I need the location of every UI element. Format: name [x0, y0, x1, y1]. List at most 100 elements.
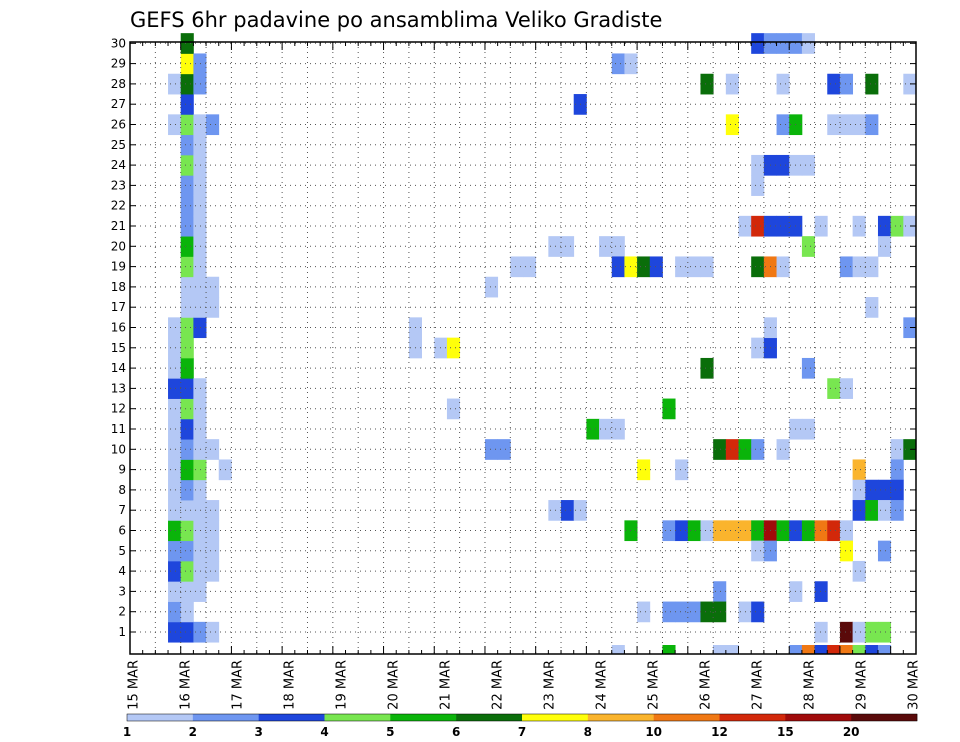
heatmap-cell [180, 601, 194, 623]
heatmap-cell [180, 479, 194, 501]
heatmap-cell [865, 645, 879, 655]
colorbar-segment [258, 714, 325, 721]
heatmap-cell [903, 317, 917, 339]
heatmap-cell [801, 520, 815, 542]
x-tick-label: 19 MAR [335, 660, 350, 710]
heatmap-cell [180, 581, 194, 602]
heatmap-cell [776, 114, 790, 136]
heatmap-cell [206, 276, 220, 298]
colorbar-segment [390, 714, 457, 721]
heatmap-cell [713, 520, 727, 542]
heatmap-cell [877, 540, 892, 562]
x-tick-label: 16 MAR [179, 660, 194, 710]
heatmap-cell [168, 398, 182, 420]
heatmap-cell [890, 215, 904, 237]
y-tick-label: 4 [118, 564, 126, 578]
heatmap-cell [180, 276, 194, 298]
heatmap-cell [611, 418, 625, 440]
heatmap-cell [839, 645, 854, 655]
heatmap-cell [180, 378, 194, 399]
heatmap-cell [168, 500, 182, 521]
colorbar-segment [127, 714, 194, 721]
heatmap-cell [865, 256, 879, 278]
x-tick-label: 24 MAR [595, 660, 610, 710]
heatmap-cell [180, 418, 194, 440]
heatmap-cell [193, 73, 207, 95]
heatmap-cell [865, 479, 879, 501]
heatmap-cell [611, 256, 625, 278]
heatmap-cell [776, 73, 790, 95]
heatmap-cell [852, 479, 866, 501]
heatmap-cell [675, 256, 689, 278]
colorbar-label: 2 [189, 725, 197, 739]
heatmap-cells [168, 33, 917, 655]
heatmap-cell [827, 520, 841, 542]
heatmap-cell [180, 337, 194, 359]
heatmap-cell [611, 645, 625, 655]
heatmap-cell [180, 175, 194, 196]
heatmap-cell [168, 418, 182, 440]
heatmap-cell [497, 439, 511, 460]
heatmap-cell [637, 601, 651, 623]
heatmap-cell [725, 520, 739, 542]
heatmap-cell [180, 500, 194, 521]
colorbar-segment [653, 714, 720, 721]
heatmap-cell [903, 73, 917, 95]
heatmap-cell [675, 601, 689, 623]
heatmap-cell [611, 236, 625, 257]
heatmap-cell [713, 601, 727, 623]
heatmap-cell [776, 520, 790, 542]
y-tick-label: 8 [118, 483, 126, 497]
heatmap-cell [180, 94, 194, 115]
heatmap-cell [180, 520, 194, 542]
heatmap-cell [611, 53, 625, 75]
heatmap-cell [852, 114, 866, 136]
heatmap-cell [839, 540, 854, 562]
x-tick-label: 18 MAR [283, 660, 298, 710]
y-tick-label: 23 [111, 178, 126, 192]
heatmap-cell [751, 33, 765, 54]
heatmap-cell [751, 337, 765, 359]
heatmap-cell [168, 479, 182, 501]
heatmap-cell [180, 73, 194, 95]
heatmap-cell [168, 378, 182, 399]
y-tick-label: 29 [111, 57, 126, 71]
heatmap-cell [548, 500, 562, 521]
heatmap-cell [687, 256, 701, 278]
heatmap-cell [193, 297, 207, 318]
x-tick-label: 20 MAR [387, 660, 402, 710]
y-tick-label: 13 [111, 381, 126, 395]
heatmap-cell [814, 215, 828, 237]
heatmap-cell [446, 398, 461, 420]
heatmap-cell [193, 439, 207, 460]
heatmap-cell [751, 256, 765, 278]
heatmap-cell [180, 357, 194, 379]
heatmap-cell [865, 500, 879, 521]
heatmap-cell [852, 560, 866, 582]
heatmap-cell [751, 439, 765, 460]
heatmap-cell [890, 439, 904, 460]
x-tick-label: 23 MAR [543, 660, 558, 710]
colorbar-segment [192, 714, 259, 721]
heatmap-cell [180, 154, 194, 176]
y-tick-label: 15 [111, 341, 126, 355]
heatmap-cell [180, 114, 194, 136]
colorbar-label: 12 [711, 725, 728, 739]
heatmap-cell [751, 154, 765, 176]
heatmap-cell [890, 459, 904, 481]
colorbar-label: 5 [386, 725, 394, 739]
heatmap-cell [725, 73, 739, 95]
heatmap-cell [193, 398, 207, 420]
heatmap-cell [751, 601, 765, 623]
heatmap-cell [789, 645, 803, 655]
y-tick-label: 10 [111, 442, 126, 456]
heatmap-cell [865, 297, 879, 318]
x-tick-label: 27 MAR [751, 660, 766, 710]
heatmap-cell [637, 459, 651, 481]
colorbar-label: 1 [123, 725, 131, 739]
heatmap-cell [168, 337, 182, 359]
heatmap-cell [827, 378, 841, 399]
heatmap-cell [801, 33, 815, 54]
heatmap-cell [687, 520, 701, 542]
heatmap-cell [180, 459, 194, 481]
